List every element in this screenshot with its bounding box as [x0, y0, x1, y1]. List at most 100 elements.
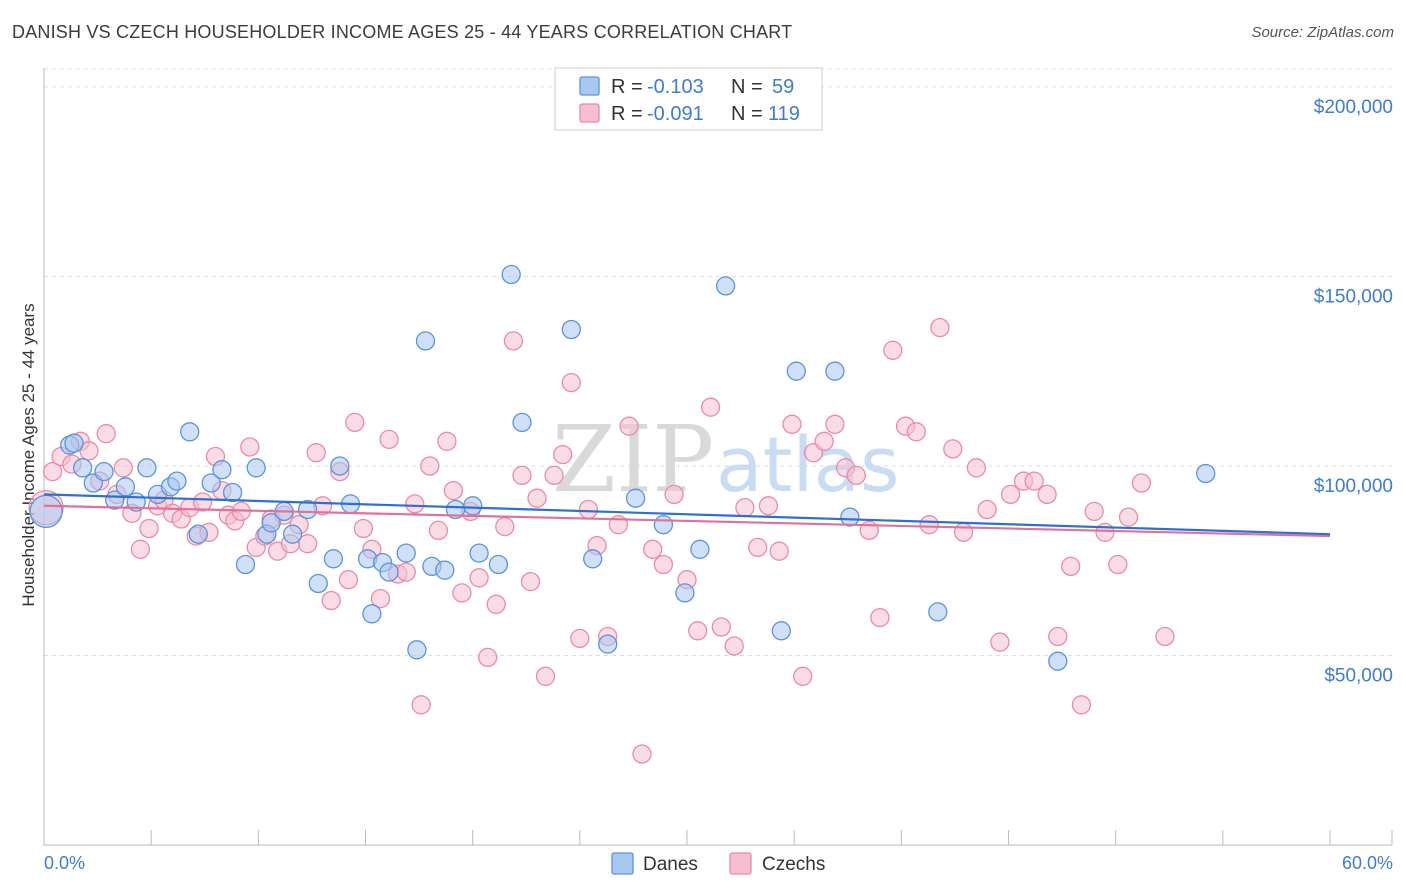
- legend-danes-r-value: -0.103: [647, 76, 704, 98]
- y-tick-label: $200,000: [1314, 97, 1393, 118]
- czechs-point: [527, 488, 547, 508]
- legend-czechs-n-label: N =: [731, 103, 763, 125]
- czechs-point: [396, 562, 416, 582]
- y-tick-label: $50,000: [1324, 665, 1393, 686]
- danes-point: [94, 461, 114, 482]
- czechs-point: [553, 444, 573, 465]
- czechs-point: [793, 666, 813, 686]
- chart-title: DANISH VS CZECH HOUSEHOLDER INCOME AGES …: [12, 22, 793, 42]
- czechs-point: [883, 340, 903, 360]
- czechs-point: [321, 590, 341, 611]
- danes-point: [690, 539, 710, 559]
- legend-swatch-czechs: [579, 103, 600, 123]
- czechs-point: [664, 484, 684, 505]
- czechs-point: [512, 465, 532, 486]
- czechs-point: [782, 414, 802, 434]
- danes-point: [222, 482, 243, 503]
- danes-point: [29, 494, 63, 529]
- czechs-point: [814, 431, 834, 451]
- danes-point: [201, 473, 221, 493]
- czechs-point: [943, 439, 963, 459]
- danes-point: [137, 458, 157, 478]
- danes-point: [488, 554, 509, 575]
- danes-point: [675, 583, 695, 603]
- bottom-legend-czechs: Czechs: [762, 854, 825, 875]
- danes-point: [469, 543, 489, 563]
- danes-point: [928, 602, 948, 622]
- czechs-point: [1048, 626, 1068, 647]
- czechs-point: [130, 539, 151, 559]
- legend-danes-r-label: R =: [611, 76, 643, 98]
- bottom-legend-swatch-danes: [611, 852, 634, 875]
- czechs-point: [1084, 501, 1104, 522]
- czechs-point: [906, 422, 926, 442]
- czechs-point: [379, 429, 399, 450]
- source-label: Source: ZipAtlas.com: [1251, 24, 1394, 41]
- czechs-point: [643, 539, 663, 559]
- y-tick-label: $100,000: [1314, 476, 1393, 497]
- czechs-point: [443, 480, 464, 501]
- danes-trend-line: [43, 493, 1331, 536]
- czechs-point: [619, 416, 639, 436]
- czechs-point: [437, 431, 457, 451]
- czechs-point: [113, 458, 133, 478]
- danes-point: [583, 549, 603, 569]
- czechs-point: [700, 397, 721, 417]
- danes-point: [715, 276, 736, 296]
- bottom-legend-danes: Danes: [643, 854, 698, 875]
- danes-point: [64, 433, 84, 453]
- czechs-trend-line: [43, 504, 1331, 538]
- danes-series: [29, 264, 1216, 671]
- czechs-point: [1024, 471, 1044, 491]
- czechs-point: [724, 636, 744, 656]
- czechs-point: [990, 632, 1010, 652]
- czechs-point: [919, 515, 939, 535]
- legend-czechs-n-value: 119: [768, 103, 800, 125]
- czechs-point: [428, 520, 449, 541]
- czechs-point: [452, 583, 472, 603]
- bottom-legend-swatch-czechs: [729, 852, 752, 875]
- danes-point: [72, 458, 93, 478]
- danes-point: [407, 640, 427, 660]
- czechs-point: [405, 494, 425, 514]
- danes-point: [463, 496, 483, 516]
- danes-point: [261, 513, 281, 533]
- czechs-point: [1118, 507, 1139, 527]
- danes-point: [561, 319, 581, 340]
- czechs-point: [769, 541, 789, 561]
- czechs-point: [688, 621, 708, 641]
- danes-point: [308, 573, 328, 594]
- y-tick-labels: $50,000 $100,000 $150,000 $200,000: [1314, 97, 1393, 687]
- danes-point: [379, 562, 399, 582]
- czechs-point: [748, 537, 768, 558]
- czechs-point: [544, 465, 564, 486]
- czechs-point: [653, 554, 674, 575]
- czechs-point: [561, 372, 581, 393]
- danes-point: [840, 507, 860, 527]
- legend-danes-n-label: N =: [731, 76, 763, 98]
- czechs-point: [297, 534, 318, 554]
- danes-point: [625, 488, 646, 508]
- danes-point: [167, 471, 187, 491]
- danes-point: [115, 477, 136, 497]
- czechs-point: [478, 647, 498, 668]
- czechs-point: [570, 628, 590, 649]
- danes-point: [396, 543, 416, 563]
- czechs-point: [825, 414, 845, 434]
- czechs-point: [370, 588, 391, 609]
- danes-point: [1048, 651, 1068, 671]
- czechs-point: [1000, 484, 1021, 505]
- czechs-point: [870, 607, 890, 628]
- czechs-point: [469, 568, 489, 588]
- danes-point: [653, 515, 674, 535]
- danes-point: [282, 524, 303, 544]
- czechs-point: [411, 695, 431, 715]
- x-tick-label-end: 60.0%: [1342, 853, 1393, 873]
- danes-point: [246, 458, 266, 478]
- y-axis-label: Householder Income Ages 25 - 44 years: [19, 303, 38, 606]
- danes-point: [512, 412, 532, 433]
- czechs-point: [42, 461, 63, 482]
- watermark-atlas: atlas: [716, 420, 900, 509]
- czechs-point: [1061, 556, 1081, 577]
